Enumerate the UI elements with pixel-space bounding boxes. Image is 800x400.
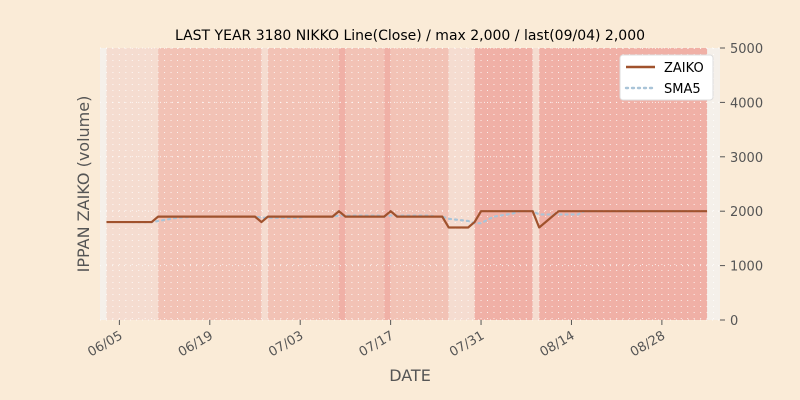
shaded-band-6 <box>384 48 391 320</box>
y-tick-label: 3000 <box>730 151 763 166</box>
shaded-band-8 <box>448 48 475 320</box>
y-axis: 0 1000 2000 3000 4000 5000 <box>720 42 763 329</box>
x-axis-label: DATE <box>389 366 431 385</box>
y-tick-label: 5000 <box>730 42 763 57</box>
shaded-band-5 <box>345 48 385 320</box>
y-axis-label: IPPAN ZAIKO (volume) <box>74 96 93 273</box>
legend-label-zaiko: ZAIKO <box>664 61 704 76</box>
shaded-band-2 <box>261 48 268 320</box>
shaded-band-0 <box>106 48 159 320</box>
legend-label-sma5: SMA5 <box>664 82 701 97</box>
series-line-zaiko <box>106 210 708 229</box>
shaded-band-9 <box>474 48 533 320</box>
shaded-band-4 <box>338 48 346 320</box>
shaded-band-3 <box>267 48 339 320</box>
shaded-band-7 <box>390 48 449 320</box>
y-tick-label: 1000 <box>730 260 763 275</box>
y-tick-label: 0 <box>730 314 738 329</box>
series-layer <box>106 210 709 229</box>
chart-title: LAST YEAR 3180 NIKKO Line(Close) / max 2… <box>175 28 645 44</box>
shaded-bands <box>106 48 708 320</box>
y-tick-label: 4000 <box>730 96 763 111</box>
shaded-band-10 <box>532 48 540 320</box>
legend: ZAIKO SMA5 <box>619 54 714 101</box>
shaded-band-1 <box>158 48 262 320</box>
y-tick-label: 2000 <box>730 205 763 220</box>
